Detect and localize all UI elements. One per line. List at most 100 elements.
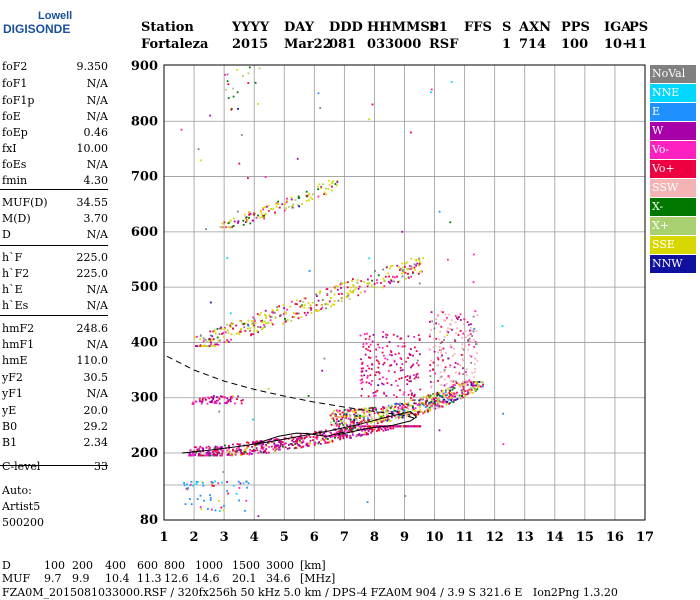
echo-point (470, 355, 473, 358)
echo-point (385, 410, 388, 413)
echo-point (418, 402, 420, 405)
param-name: fmin (2, 174, 28, 187)
echo-point (418, 411, 421, 413)
echo-point (377, 425, 380, 428)
echo-point (357, 413, 359, 416)
echo-point (363, 425, 366, 428)
echo-point (313, 444, 316, 446)
echo-point (424, 406, 427, 408)
echo-point (429, 333, 431, 336)
echo-point (450, 319, 453, 322)
echo-point (253, 445, 256, 448)
echo-point (419, 406, 421, 409)
echo-point (312, 439, 314, 441)
echo-point (252, 450, 255, 453)
param-name: foF2 (2, 60, 28, 73)
echo-point (337, 420, 340, 422)
echo-point (451, 391, 453, 394)
echo-point (430, 359, 433, 362)
echo-point (232, 395, 235, 397)
echo-point (462, 388, 465, 391)
echo-point (393, 425, 396, 428)
y-tick-label: 600 (131, 225, 158, 240)
echo-point (435, 404, 438, 407)
echo-point (428, 335, 431, 338)
echo-point (274, 444, 276, 447)
echo-point (284, 311, 287, 314)
echo-point (386, 419, 389, 422)
echo-point (364, 431, 366, 434)
echo-point (231, 453, 233, 456)
echo-point (242, 219, 245, 222)
echo-point (291, 439, 294, 442)
echo-point (196, 498, 199, 500)
echo-point (415, 258, 418, 261)
echo-point (243, 322, 245, 325)
echo-point (474, 386, 476, 388)
echo-point (363, 407, 366, 410)
echo-point (439, 394, 441, 397)
echo-point (238, 447, 241, 449)
echo-point (240, 328, 243, 330)
echo-point (305, 442, 308, 445)
echo-point (475, 382, 478, 385)
echo-point (202, 344, 205, 347)
echo-point (453, 399, 455, 401)
echo-point (389, 427, 392, 430)
echo-point (256, 330, 258, 332)
header-value-7: 714 (519, 37, 547, 52)
echo-point (314, 441, 316, 444)
echo-point (320, 308, 322, 310)
echo-point (379, 419, 382, 422)
echo-point (294, 303, 297, 305)
echo-point (285, 319, 287, 322)
echo-point (217, 399, 219, 402)
echo-point (300, 316, 303, 318)
echo-point (441, 391, 444, 394)
echo-point (262, 441, 265, 443)
echo-point (208, 454, 210, 457)
echo-point (259, 209, 262, 212)
echo-point (418, 263, 421, 265)
echo-point (460, 397, 463, 400)
echo-point (444, 395, 447, 398)
echo-point (287, 319, 289, 321)
echo-point (428, 348, 431, 351)
echo-point (431, 405, 433, 407)
echo-point (374, 394, 377, 397)
echo-point (433, 327, 436, 330)
echo-point (336, 179, 339, 182)
echo-point (373, 283, 376, 285)
echo-point (247, 445, 250, 448)
echo-point (465, 371, 467, 373)
echo-point (440, 351, 443, 354)
echo-point (195, 345, 197, 347)
echo-point (309, 196, 312, 199)
echo-point (430, 311, 433, 313)
echo-point (444, 366, 447, 369)
echo-point (470, 381, 472, 383)
echo-point (452, 401, 455, 403)
echo-point (244, 330, 247, 332)
echo-point (394, 406, 396, 408)
echo-point (305, 199, 308, 202)
header-value-5: RSF (429, 37, 459, 52)
echo-point (265, 444, 267, 446)
echo-point (394, 410, 397, 412)
echo-point (319, 107, 322, 109)
echo-point (396, 407, 399, 410)
echo-point (212, 398, 215, 401)
echo-point (364, 338, 367, 340)
echo-point (253, 213, 256, 216)
echo-point (239, 320, 241, 322)
echo-point (473, 328, 476, 330)
echo-point (436, 398, 439, 401)
x-tick-label: 2 (190, 530, 199, 545)
echo-point (464, 390, 466, 392)
echo-point (368, 413, 371, 416)
param-fof1: foF1 N/A (2, 77, 108, 92)
echo-point (374, 286, 377, 289)
header-value-1: 2015 (232, 37, 269, 52)
echo-point (353, 288, 356, 291)
echo-point (252, 322, 255, 324)
